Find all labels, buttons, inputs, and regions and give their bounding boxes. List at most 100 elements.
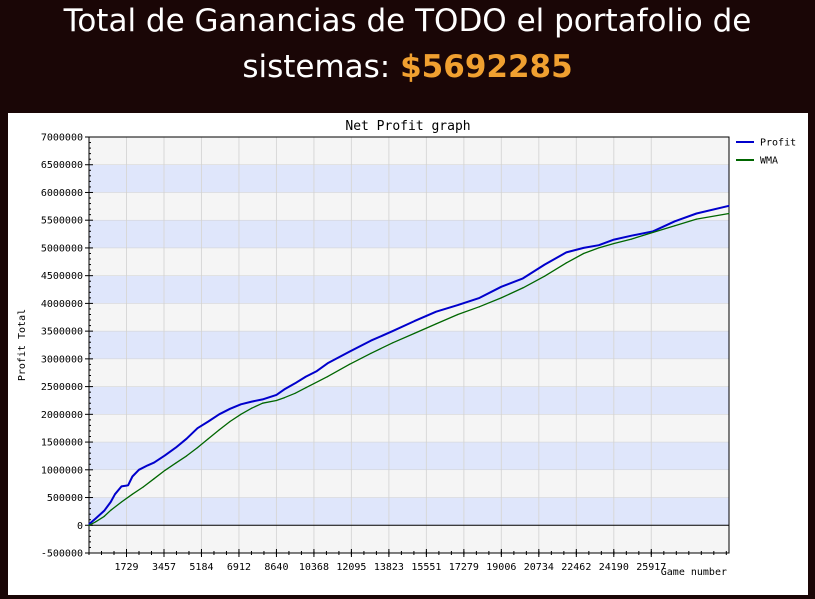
data-point-wma <box>348 363 350 365</box>
data-point-profit <box>110 501 112 503</box>
data-point-wma <box>565 262 567 264</box>
y-tick-label: 6500000 <box>41 160 83 171</box>
data-point-profit <box>294 382 296 384</box>
series-lines <box>88 204 730 526</box>
grid-lines <box>89 136 729 554</box>
legend-label-wma: WMA <box>760 156 778 167</box>
data-point-wma <box>196 447 199 449</box>
plot-band <box>89 497 729 526</box>
data-point-wma <box>457 313 459 316</box>
chart-title: Net Profit graph <box>345 119 470 134</box>
data-point-wma <box>413 332 415 334</box>
y-tick-label: 4500000 <box>41 271 83 282</box>
data-point-profit <box>674 220 676 222</box>
data-point-wma <box>613 242 615 245</box>
y-tick-label: 500000 <box>47 493 83 504</box>
data-point-wma <box>207 438 209 440</box>
header: Total de Ganancias de TODO el portafolio… <box>0 0 815 108</box>
data-point-wma <box>186 455 188 457</box>
header-title-line1: Total de Ganancias de TODO el portafolio… <box>63 3 752 39</box>
data-point-profit <box>275 394 277 396</box>
data-point-wma <box>262 402 264 404</box>
data-point-profit <box>695 212 698 215</box>
data-point-wma <box>500 297 502 299</box>
x-tick-label: 25917 <box>636 562 666 573</box>
y-axis-ticks: -500000 0 500000 1000000 1500000 2000000 25000… <box>41 133 93 560</box>
data-point-profit <box>240 403 242 405</box>
plot-band <box>89 192 729 221</box>
data-point-wma <box>229 420 231 423</box>
net-profit-chart: -500000 0 500000 1000000 1500000 2000000 25000… <box>17 119 796 578</box>
x-tick-label: 22462 <box>561 562 591 573</box>
data-point-wma <box>435 323 437 325</box>
x-tick-label: 1729 <box>114 562 138 573</box>
y-tick-label: 4000000 <box>41 299 83 310</box>
x-tick-label: 10368 <box>299 562 329 573</box>
data-point-wma <box>598 247 600 249</box>
y-tick-label: 7000000 <box>41 133 83 144</box>
plot-band <box>89 358 729 387</box>
series-line-profit <box>88 204 730 525</box>
x-tick-label: 15551 <box>411 562 441 573</box>
x-tick-label: 3457 <box>152 562 176 573</box>
legend: Profit WMA <box>736 138 796 167</box>
x-tick-label: 24190 <box>599 562 629 573</box>
header-total-amount: $5692285 <box>400 49 573 85</box>
data-point-wma <box>120 501 123 503</box>
y-tick-label: 5000000 <box>41 243 83 254</box>
data-point-wma <box>153 478 155 480</box>
data-point-wma <box>240 413 242 415</box>
data-point-wma <box>110 509 112 511</box>
data-point-profit <box>120 485 123 487</box>
data-point-wma <box>88 524 90 526</box>
data-point-profit <box>435 311 437 313</box>
data-point-profit <box>392 330 394 332</box>
y-tick-label: 2000000 <box>41 410 83 421</box>
y-axis-label: Profit Total <box>17 309 28 381</box>
legend-label-profit: Profit <box>760 138 796 149</box>
data-point-wma <box>103 515 105 517</box>
plot-band <box>89 442 729 470</box>
data-point-profit <box>229 408 231 410</box>
x-tick-label: 12095 <box>336 562 366 573</box>
plot-band <box>89 137 729 165</box>
data-point-profit <box>728 205 730 207</box>
header-title-prefix: sistemas: <box>242 49 401 85</box>
plot-band <box>89 220 729 248</box>
plot-band <box>89 469 729 498</box>
data-point-profit <box>164 454 166 456</box>
data-point-profit <box>544 264 546 266</box>
data-point-profit <box>138 469 140 471</box>
x-tick-label: 8640 <box>264 562 288 573</box>
data-point-profit <box>147 464 149 466</box>
data-point-wma <box>478 306 481 308</box>
x-axis-ticks: 1729 3457 5184 6912 8640 10368 12095 13823 15551… <box>88 549 727 573</box>
data-point-wma <box>327 376 329 378</box>
x-tick-label: 17279 <box>449 562 479 573</box>
data-point-wma <box>218 429 220 431</box>
plot-band <box>89 247 729 276</box>
data-point-wma <box>283 397 285 399</box>
data-point-profit <box>500 286 502 288</box>
data-point-wma <box>175 462 177 464</box>
data-point-profit <box>327 362 329 364</box>
data-point-wma <box>630 238 633 240</box>
data-point-profit <box>583 247 585 249</box>
data-point-profit <box>413 320 415 322</box>
data-point-wma <box>695 218 698 220</box>
data-point-profit <box>652 230 654 232</box>
data-point-wma <box>392 342 394 344</box>
data-point-profit <box>598 244 600 246</box>
data-point-wma <box>583 252 585 255</box>
data-point-profit <box>127 484 129 486</box>
plot-bands <box>89 137 729 553</box>
data-point-profit <box>348 351 350 353</box>
data-point-profit <box>114 493 116 495</box>
data-point-profit <box>218 413 220 415</box>
data-point-profit <box>103 510 105 512</box>
data-point-profit <box>370 340 372 342</box>
data-point-wma <box>142 486 144 488</box>
data-point-wma <box>294 392 296 394</box>
data-point-wma <box>674 225 676 227</box>
data-point-wma <box>94 521 97 523</box>
